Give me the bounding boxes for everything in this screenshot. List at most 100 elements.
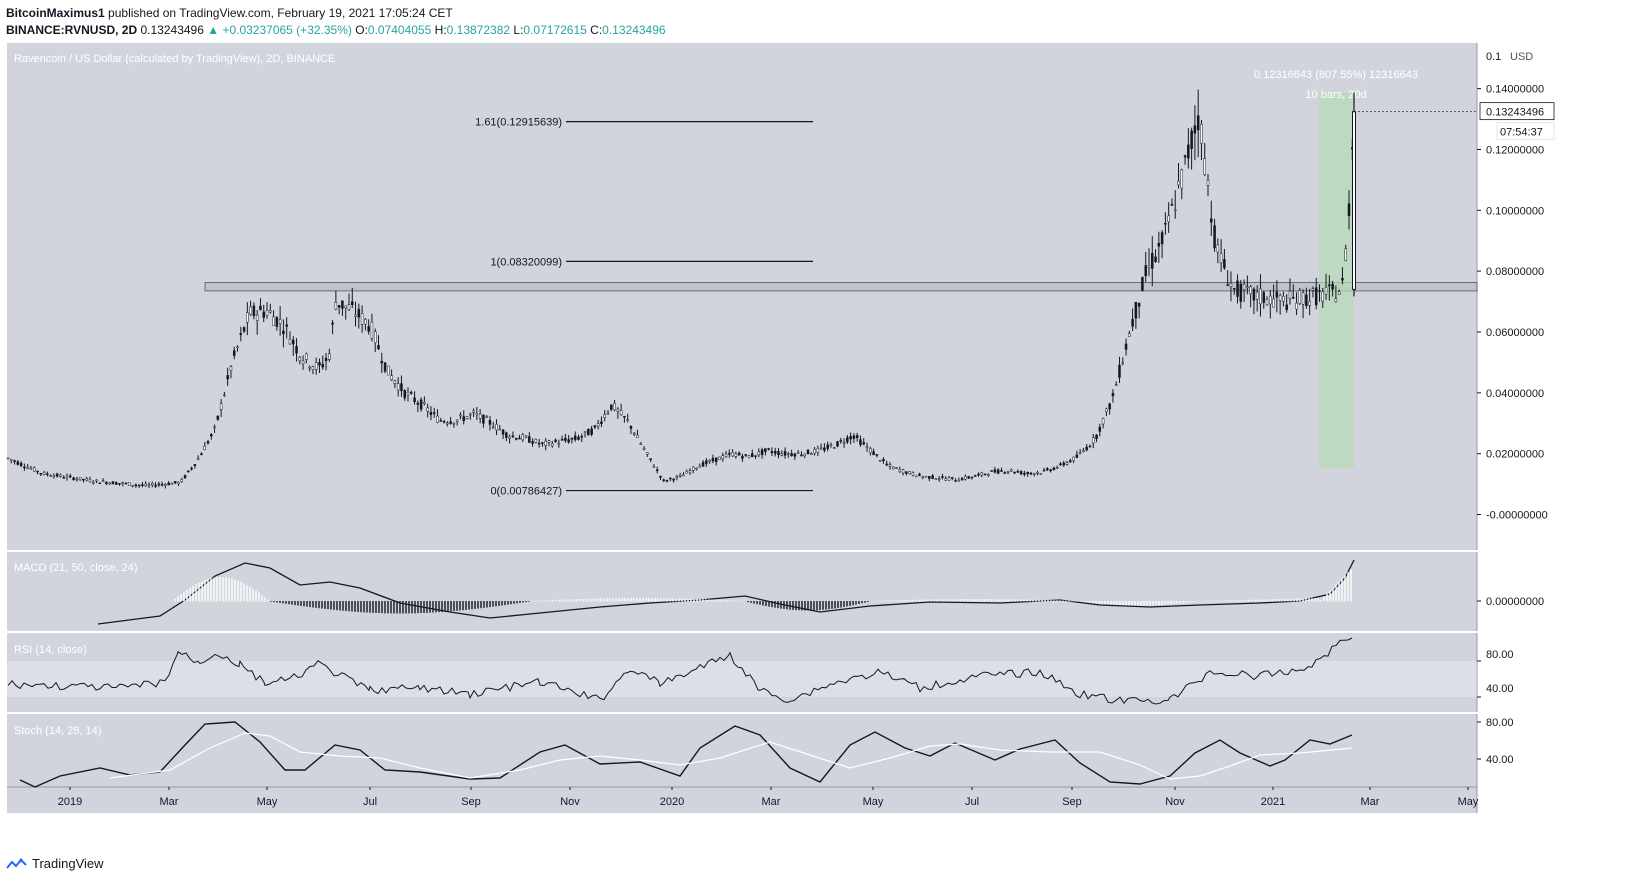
candle-body	[298, 357, 302, 361]
time-tick-label: May	[1458, 796, 1479, 808]
candle-body	[1173, 209, 1177, 212]
candle-body	[924, 475, 928, 478]
candle-body	[970, 476, 974, 479]
candle-body	[901, 469, 905, 474]
candle-body	[105, 481, 108, 484]
candle-body	[678, 475, 682, 477]
candle-body	[839, 440, 843, 442]
time-tick-label: 2019	[58, 796, 82, 808]
candle-body	[613, 403, 616, 411]
candle-body	[918, 473, 921, 476]
candle-body	[131, 484, 134, 487]
candle-body	[91, 481, 95, 484]
candle-body	[1078, 452, 1082, 455]
candle-body	[75, 478, 79, 481]
candle-body	[482, 414, 485, 424]
time-tick-label: Mar	[1361, 796, 1380, 808]
candle-body	[383, 362, 387, 372]
candle-body	[72, 477, 75, 480]
candle-body	[416, 402, 420, 405]
candle-body	[124, 482, 128, 485]
time-tick-label: 2021	[1261, 796, 1285, 808]
candle-body	[1219, 253, 1223, 264]
close-label: C:	[590, 23, 603, 37]
candle-body	[692, 466, 695, 471]
candle-body	[1006, 471, 1010, 473]
candle-body	[705, 460, 708, 464]
candle-body	[721, 455, 725, 460]
candle-body	[26, 466, 29, 469]
candle-body	[1128, 333, 1131, 337]
candle-body	[944, 478, 947, 481]
candle-body	[567, 439, 570, 443]
fib-level-label: 1(0.08320099)	[490, 256, 562, 268]
candle-body	[862, 442, 865, 445]
candle-body	[731, 452, 734, 457]
stoch-d-line	[109, 732, 1353, 780]
candle-body	[1151, 252, 1154, 269]
candle-body	[314, 362, 318, 370]
candle-body	[800, 454, 803, 457]
candle-body	[649, 458, 652, 460]
candle-body	[832, 447, 836, 449]
candle-body	[1255, 291, 1259, 300]
candle-series	[6, 89, 1356, 489]
candle-body	[869, 448, 872, 453]
candle-body	[1344, 248, 1347, 261]
candle-body	[639, 443, 643, 445]
price-tick-label: 0.12000000	[1486, 144, 1544, 156]
author-name[interactable]: BitcoinMaximus1	[6, 6, 105, 20]
rsi-line	[7, 637, 1353, 705]
stoch-tick-label: 80.00	[1486, 717, 1514, 729]
candle-body	[1331, 283, 1334, 290]
candle-body	[1167, 215, 1170, 223]
candle-body	[23, 466, 26, 469]
time-tick-label: Nov	[560, 796, 580, 808]
candle-body	[888, 464, 892, 467]
candle-body	[190, 467, 193, 470]
candle-body	[1019, 471, 1023, 475]
candle-body	[321, 363, 325, 368]
published-text: published on TradingView.com, February 1…	[108, 6, 453, 20]
measure-label: 10 bars, 20d	[1305, 89, 1366, 101]
candle-body	[111, 481, 115, 485]
candle-body	[59, 474, 62, 477]
candle-body	[524, 435, 528, 438]
candle-body	[1308, 300, 1311, 306]
candle-body	[852, 435, 856, 439]
candle-body	[849, 436, 852, 440]
candle-body	[1334, 298, 1338, 303]
candle-body	[1352, 111, 1356, 290]
candle-body	[1016, 471, 1020, 473]
candle-body	[439, 420, 443, 422]
candle-body	[242, 327, 246, 332]
candle-body	[665, 480, 669, 482]
candle-body	[521, 434, 525, 441]
candle-body	[983, 473, 987, 476]
candle-body	[387, 365, 390, 376]
candle-body	[331, 322, 334, 325]
symbol-label[interactable]: BINANCE:RVNUSD, 2D	[6, 23, 138, 37]
candle-body	[1213, 225, 1216, 249]
candle-body	[200, 453, 203, 456]
candle-body	[1013, 471, 1016, 474]
candle-body	[583, 431, 587, 433]
candle-body	[1187, 144, 1190, 159]
candle-body	[252, 305, 256, 317]
candle-body	[46, 473, 49, 476]
candle-body	[636, 434, 639, 438]
candle-body	[413, 397, 416, 402]
candle-body	[777, 451, 780, 456]
candle-body	[1193, 125, 1197, 134]
price-tick-label: 0.02000000	[1486, 449, 1544, 461]
candle-body	[236, 346, 239, 349]
candle-body	[570, 437, 574, 440]
candle-body	[695, 467, 698, 470]
price-tick-label: 0.08000000	[1486, 266, 1544, 278]
candle-body	[747, 455, 751, 459]
candle-body	[1249, 286, 1252, 294]
tradingview-brand[interactable]: TradingView	[32, 856, 104, 871]
candle-body	[498, 428, 502, 431]
candle-body	[931, 475, 934, 479]
